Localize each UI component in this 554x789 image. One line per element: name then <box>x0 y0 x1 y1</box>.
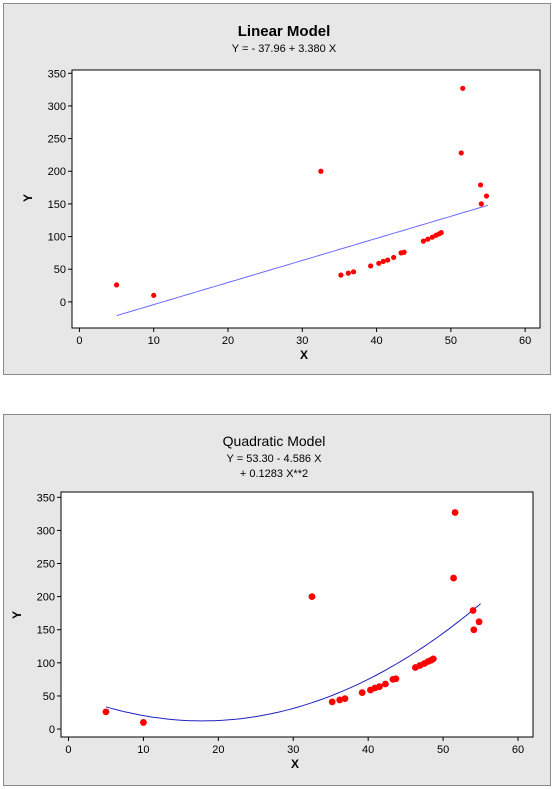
data-point <box>460 85 466 91</box>
x-tick-label: 0 <box>76 335 82 347</box>
chart-title: Linear Model <box>238 23 331 40</box>
x-tick-label: 30 <box>287 744 299 756</box>
plot-area <box>60 491 534 738</box>
fit-line-group <box>116 204 489 317</box>
y-axis-label: Y <box>10 611 24 619</box>
data-point <box>350 269 357 275</box>
y-tick-label: 350 <box>37 492 55 504</box>
y-tick-label: 350 <box>48 68 66 80</box>
data-point <box>341 695 349 702</box>
y-tick-label: 50 <box>54 264 66 276</box>
data-point <box>469 607 477 614</box>
x-tick-label: 40 <box>362 744 374 756</box>
x-tick-label: 50 <box>445 335 457 347</box>
x-tick-label: 30 <box>296 335 308 347</box>
data-point <box>450 574 457 582</box>
x-tick-label: 10 <box>137 744 149 756</box>
linear-model-chart: Linear Model Y = - 37.96 + 3.380 X 0 10 20… <box>21 23 541 362</box>
data-point <box>401 249 407 255</box>
x-tick-label: 10 <box>148 335 160 347</box>
data-point <box>140 719 147 726</box>
data-point <box>458 150 464 156</box>
data-point <box>425 236 431 242</box>
x-axis-label: X <box>300 348 308 362</box>
data-point <box>376 683 383 691</box>
y-tick-label: 250 <box>37 559 55 571</box>
y-tick-label: 150 <box>37 625 55 637</box>
data-point <box>438 230 444 236</box>
fit-line <box>105 603 481 722</box>
x-tick-label: 50 <box>437 744 449 756</box>
equation-line-2: + 0.1283 X**2 <box>240 468 308 480</box>
y-tick-label: 300 <box>48 101 66 113</box>
data-point <box>451 509 459 516</box>
data-point <box>429 655 437 663</box>
data-point <box>382 680 389 688</box>
fit-line-group <box>105 603 481 722</box>
data-point <box>392 675 400 683</box>
x-tick-label: 60 <box>512 744 524 756</box>
y-tick-label: 150 <box>48 199 66 211</box>
x-tick-label: 60 <box>519 335 531 347</box>
y-tick-label: 200 <box>37 592 55 604</box>
chart-title: Quadratic Model <box>223 433 326 449</box>
quadratic-model-panel: Quadratic Model Y = 53.30 - 4.586 X + 0.… <box>3 414 551 786</box>
data-point <box>151 292 157 298</box>
data-point <box>478 201 484 207</box>
ticks: 0 10 20 30 40 50 60 0 50 100 150 200 250 300 350 <box>48 68 532 347</box>
x-tick-label: 40 <box>370 335 382 347</box>
x-axis-label: X <box>291 757 299 771</box>
data-point <box>345 270 351 276</box>
ticks: 0 10 20 30 40 50 60 0 50 100 150 200 250 300 350 <box>37 492 525 756</box>
data-point <box>113 282 120 288</box>
data-point <box>328 698 336 706</box>
data-point <box>376 260 382 266</box>
y-tick-label: 250 <box>48 134 66 146</box>
y-tick-label: 200 <box>48 166 66 178</box>
y-tick-label: 100 <box>37 658 55 670</box>
fit-line <box>116 204 489 317</box>
x-tick-label: 0 <box>65 744 71 756</box>
y-axis-label: Y <box>21 194 35 202</box>
data-point <box>385 257 391 263</box>
plot-area <box>71 69 541 329</box>
data-point <box>391 254 397 261</box>
y-tick-label: 50 <box>43 691 55 703</box>
x-tick-label: 20 <box>222 335 234 347</box>
data-point <box>318 168 324 174</box>
x-tick-label: 20 <box>212 744 224 756</box>
data-point <box>475 618 483 626</box>
quadratic-model-chart: Quadratic Model Y = 53.30 - 4.586 X + 0.… <box>10 433 534 771</box>
data-point <box>338 272 344 278</box>
y-tick-label: 0 <box>49 724 55 736</box>
data-point <box>358 689 366 697</box>
data-point <box>102 708 110 716</box>
equation-line-1: Y = 53.30 - 4.586 X <box>227 453 323 465</box>
data-point <box>336 696 344 704</box>
y-tick-label: 0 <box>60 297 66 309</box>
data-point <box>477 182 484 188</box>
data-points <box>102 509 483 726</box>
y-tick-label: 100 <box>48 232 66 244</box>
data-point <box>368 263 374 269</box>
data-point <box>420 238 426 244</box>
data-points <box>113 85 490 298</box>
y-tick-label: 300 <box>37 525 55 537</box>
data-point <box>308 593 316 601</box>
equation-line-1: Y = - 37.96 + 3.380 X <box>232 43 337 55</box>
data-point <box>380 258 386 264</box>
data-point <box>470 626 478 634</box>
data-point <box>483 193 490 199</box>
linear-model-panel: Linear Model Y = - 37.96 + 3.380 X 0 10 20… <box>3 3 551 375</box>
